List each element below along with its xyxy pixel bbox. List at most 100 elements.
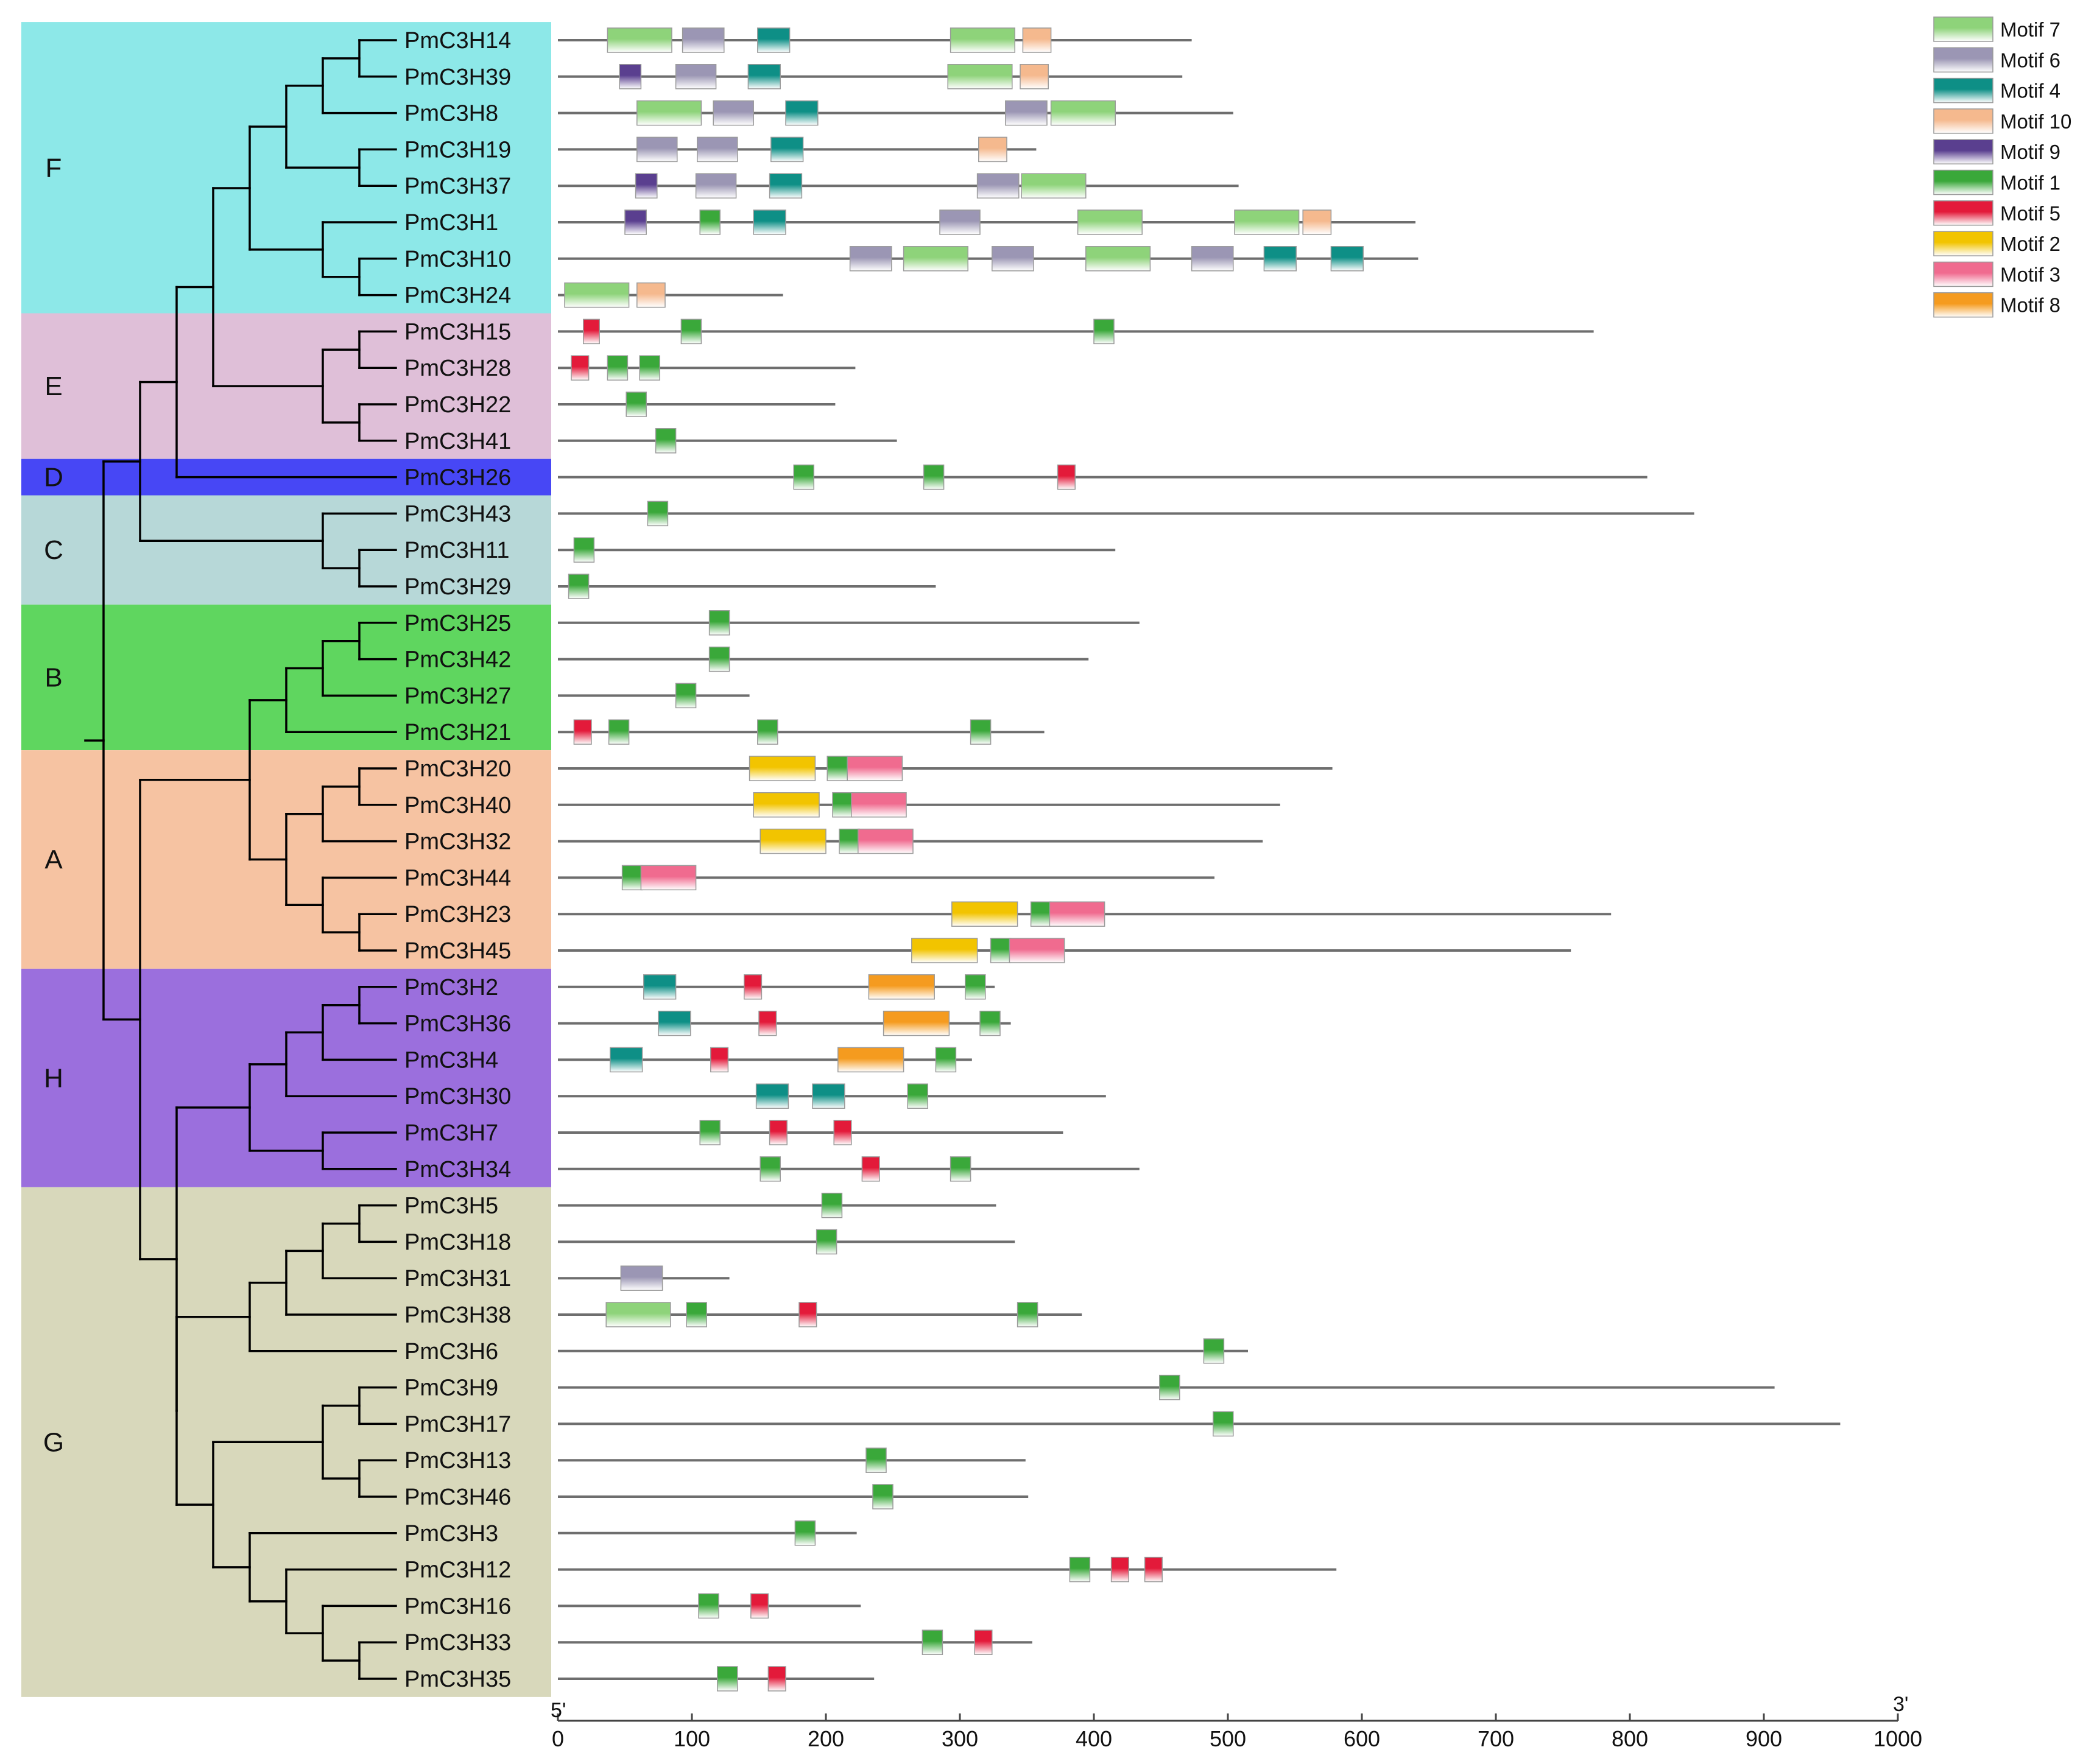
gene-label: PmC3H4 bbox=[404, 1047, 498, 1073]
motif-box-motif-2 bbox=[749, 756, 816, 781]
gene-label: PmC3H20 bbox=[404, 756, 511, 782]
gene-row bbox=[558, 1520, 857, 1546]
motif-box-motif-5 bbox=[833, 1120, 852, 1145]
legend-label: Motif 10 bbox=[2000, 110, 2071, 133]
motif-box-motif-4 bbox=[610, 1047, 643, 1073]
group-label: H bbox=[44, 1063, 63, 1093]
gene-label: PmC3H37 bbox=[404, 174, 511, 199]
motif-box-motif-7 bbox=[1077, 209, 1143, 235]
gene-label: PmC3H41 bbox=[404, 429, 511, 454]
motif-box-motif-5 bbox=[571, 355, 590, 381]
motif-box-motif-1 bbox=[568, 574, 590, 599]
motif-box-motif-10 bbox=[1020, 64, 1049, 90]
motif-box-motif-1 bbox=[699, 1120, 721, 1145]
gene-row bbox=[558, 1156, 1140, 1182]
motif-box-motif-7 bbox=[607, 27, 672, 53]
gene-row bbox=[558, 1666, 875, 1692]
gene-row bbox=[558, 792, 1280, 818]
axis-tick-label: 100 bbox=[674, 1726, 710, 1751]
gene-label: PmC3H42 bbox=[404, 647, 511, 673]
gene-row bbox=[558, 865, 1214, 891]
motif-box-motif-6 bbox=[939, 209, 981, 235]
gene-label: PmC3H13 bbox=[404, 1448, 511, 1474]
gene-row bbox=[558, 1047, 972, 1073]
axis-tick-label: 400 bbox=[1076, 1726, 1112, 1751]
motif-box-motif-1 bbox=[935, 1047, 957, 1073]
motif-box-motif-1 bbox=[621, 865, 643, 891]
motif-box-motif-7 bbox=[1021, 173, 1087, 199]
motif-box-motif-5 bbox=[758, 1010, 777, 1036]
gene-row bbox=[558, 1338, 1248, 1364]
motif-box-motif-6 bbox=[1005, 100, 1048, 126]
gene-row bbox=[558, 974, 995, 1000]
gene-row bbox=[558, 1265, 730, 1291]
motif-box-motif-7 bbox=[605, 1302, 671, 1327]
motif-box-motif-4 bbox=[755, 1083, 789, 1109]
gene-label: PmC3H9 bbox=[404, 1376, 498, 1401]
gene-label: PmC3H16 bbox=[404, 1594, 511, 1619]
gene-label: PmC3H45 bbox=[404, 938, 511, 964]
legend-label: Motif 1 bbox=[2000, 172, 2060, 194]
legend-swatch bbox=[1933, 139, 1993, 164]
legend-item: Motif 8 bbox=[1933, 292, 2060, 318]
motif-box-motif-1 bbox=[607, 355, 629, 381]
motif-box-motif-8 bbox=[883, 1010, 950, 1036]
axis-tick-label: 700 bbox=[1478, 1726, 1514, 1751]
motif-box-motif-6 bbox=[620, 1265, 663, 1291]
motif-box-motif-1 bbox=[626, 392, 647, 417]
motif-box-motif-3 bbox=[1049, 901, 1105, 927]
motif-box-motif-5 bbox=[1057, 464, 1076, 490]
axis-tick-label: 800 bbox=[1612, 1726, 1648, 1751]
gene-row bbox=[558, 173, 1239, 199]
phylogenetic-tree bbox=[84, 39, 397, 1680]
axis-tick-label: 1000 bbox=[1873, 1726, 1922, 1751]
group-label: E bbox=[44, 371, 62, 401]
motif-box-motif-1 bbox=[1030, 901, 1052, 927]
motif-box-motif-1 bbox=[1213, 1411, 1234, 1437]
legend-swatch bbox=[1933, 200, 1993, 226]
gene-label: PmC3H8 bbox=[404, 101, 498, 127]
legend-label: Motif 5 bbox=[2000, 202, 2060, 225]
motif-box-motif-2 bbox=[951, 901, 1018, 927]
motif-box-motif-7 bbox=[1234, 209, 1300, 235]
gene-row bbox=[558, 1229, 1015, 1255]
legend-item: Motif 1 bbox=[1933, 169, 2060, 195]
legend-label: Motif 4 bbox=[2000, 80, 2060, 102]
gene-label: PmC3H23 bbox=[404, 902, 511, 927]
motif-box-motif-1 bbox=[816, 1229, 837, 1255]
gene-row bbox=[558, 719, 1045, 745]
motif-box-motif-10 bbox=[636, 282, 666, 308]
motif-box-motif-7 bbox=[950, 27, 1015, 53]
gene-row bbox=[558, 683, 750, 709]
gene-label: PmC3H19 bbox=[404, 137, 511, 163]
motif-box-motif-6 bbox=[636, 136, 678, 163]
motif-box-motif-9 bbox=[635, 173, 658, 199]
legend-swatch bbox=[1933, 292, 1993, 318]
motif-box-motif-1 bbox=[760, 1156, 781, 1182]
legend-item: Motif 5 bbox=[1933, 200, 2060, 226]
motif-box-motif-4 bbox=[785, 100, 819, 126]
gene-row bbox=[558, 1120, 1063, 1145]
motif-box-motif-1 bbox=[698, 1593, 719, 1619]
gene-row bbox=[558, 828, 1263, 854]
legend-item: Motif 3 bbox=[1933, 261, 2060, 287]
gene-row bbox=[558, 1083, 1106, 1109]
gene-label: PmC3H2 bbox=[404, 975, 498, 1000]
gene-label: PmC3H26 bbox=[404, 465, 511, 491]
gene-row bbox=[558, 27, 1192, 53]
motif-box-motif-1 bbox=[907, 1083, 928, 1109]
legend-label: Motif 2 bbox=[2000, 233, 2060, 255]
gene-label: PmC3H35 bbox=[404, 1667, 511, 1692]
gene-row bbox=[558, 355, 856, 381]
motif-box-motif-4 bbox=[1263, 246, 1297, 272]
motif-box-motif-5 bbox=[798, 1302, 817, 1327]
motif-box-motif-6 bbox=[849, 246, 892, 272]
legend-swatch bbox=[1933, 169, 1993, 195]
motif-box-motif-1 bbox=[573, 537, 595, 563]
motif-box-motif-4 bbox=[812, 1083, 845, 1109]
motif-box-motif-7 bbox=[636, 100, 702, 126]
gene-label: PmC3H31 bbox=[404, 1266, 511, 1291]
motif-box-motif-1 bbox=[821, 1192, 843, 1218]
group-label: B bbox=[44, 663, 62, 693]
gene-label: PmC3H29 bbox=[404, 574, 511, 600]
